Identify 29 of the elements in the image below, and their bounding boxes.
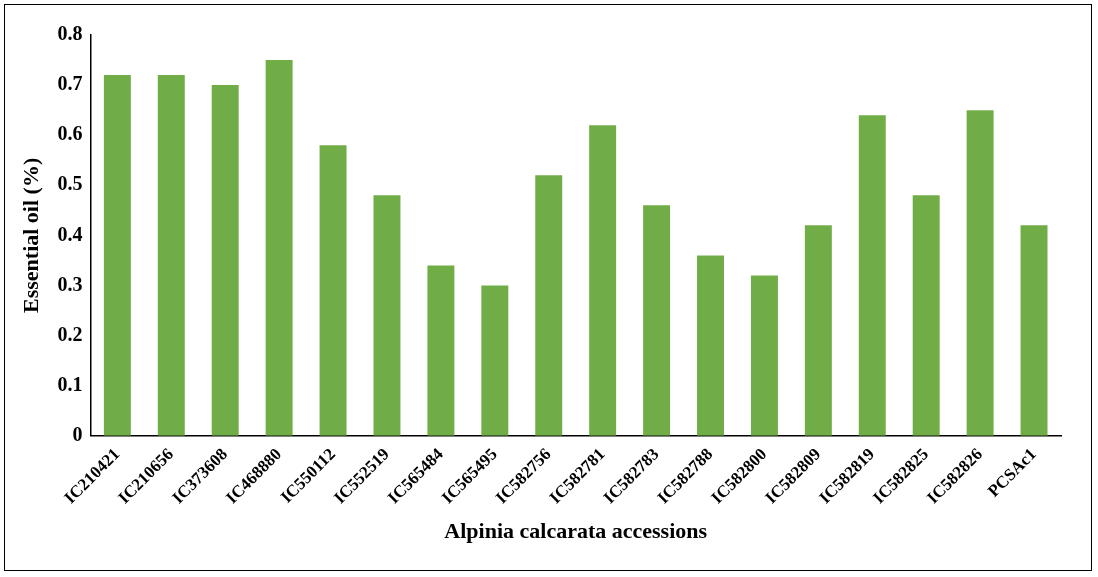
y-tick-label: 0.7 xyxy=(57,72,83,95)
bar xyxy=(103,75,131,436)
y-tick-label: 0 xyxy=(72,422,83,445)
x-axis-title: Alpinia calcarata accessions xyxy=(444,518,708,544)
bar xyxy=(912,195,940,436)
bar xyxy=(804,225,832,436)
bar xyxy=(535,175,563,436)
bar xyxy=(427,265,455,436)
y-tick-label: 0.5 xyxy=(57,172,83,195)
bar xyxy=(750,275,778,436)
bar xyxy=(481,285,509,436)
bar xyxy=(697,255,724,436)
bar xyxy=(373,195,401,436)
y-axis-title: Essential oil (%) xyxy=(17,157,43,313)
y-tick-label: 0.6 xyxy=(57,122,83,145)
bar xyxy=(319,145,347,436)
bar xyxy=(589,125,617,436)
y-tick-label: 0.3 xyxy=(57,272,83,295)
bar xyxy=(1020,225,1048,436)
bar xyxy=(858,115,886,436)
bar xyxy=(211,85,239,436)
bar xyxy=(265,60,293,436)
y-tick-label: 0.1 xyxy=(57,372,83,395)
y-tick-label: 0.8 xyxy=(57,22,83,45)
y-tick-label: 0.4 xyxy=(57,222,83,245)
y-tick-label: 0.2 xyxy=(57,322,83,345)
bar xyxy=(157,75,185,436)
bar xyxy=(643,205,671,436)
bar xyxy=(966,110,994,436)
